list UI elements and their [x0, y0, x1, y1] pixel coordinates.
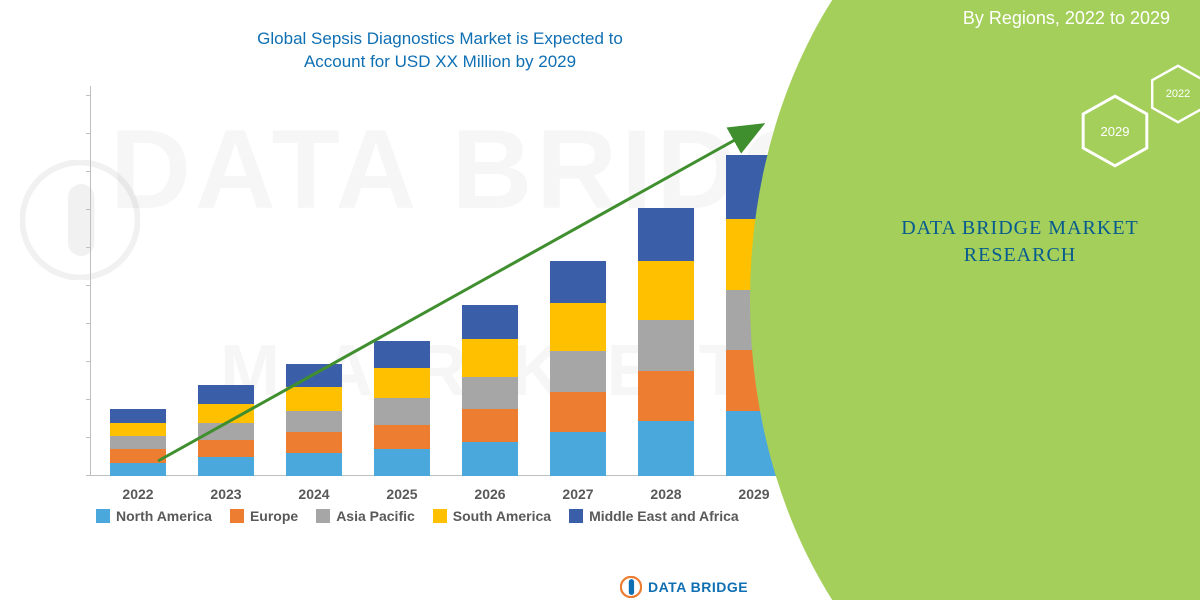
hexagon-2029: 2029 — [1078, 94, 1152, 168]
legend-item-south-america: South America — [433, 508, 551, 524]
legend-swatch-4 — [569, 509, 583, 523]
hexagon-2029-label: 2029 — [1101, 124, 1130, 139]
legend-label-1: Europe — [250, 508, 298, 524]
legend-item-mea: Middle East and Africa — [569, 508, 739, 524]
chart-plot-area: 20222023202420252026202720282029 — [90, 86, 810, 506]
legend-swatch-2 — [316, 509, 330, 523]
bottom-brand-icon — [620, 576, 642, 598]
legend-label-4: Middle East and Africa — [589, 508, 739, 524]
hexagon-2022: 2022 — [1148, 64, 1200, 124]
chart-title-line2: Account for USD XX Million by 2029 — [304, 52, 576, 71]
bottom-brand-logo: DATA BRIDGE — [620, 576, 748, 598]
right-panel: By Regions, 2022 to 2029 2029 2022 DATA … — [850, 0, 1200, 600]
legend-label-0: North America — [116, 508, 212, 524]
brand-text: DATA BRIDGE MARKET RESEARCH — [900, 215, 1140, 269]
legend-swatch-1 — [230, 509, 244, 523]
legend-label-2: Asia Pacific — [336, 508, 415, 524]
chart-title: Global Sepsis Diagnostics Market is Expe… — [120, 28, 760, 74]
legend-swatch-3 — [433, 509, 447, 523]
legend-item-asia-pacific: Asia Pacific — [316, 508, 415, 524]
legend-label-3: South America — [453, 508, 551, 524]
bottom-brand-text: DATA BRIDGE — [648, 579, 748, 595]
legend-item-north-america: North America — [96, 508, 212, 524]
right-panel-subtitle: By Regions, 2022 to 2029 — [963, 8, 1170, 29]
legend-swatch-0 — [96, 509, 110, 523]
trend-arrow — [90, 86, 810, 506]
hexagon-2022-label: 2022 — [1166, 88, 1190, 100]
chart-title-line1: Global Sepsis Diagnostics Market is Expe… — [257, 29, 623, 48]
legend-item-europe: Europe — [230, 508, 298, 524]
chart-container: Global Sepsis Diagnostics Market is Expe… — [40, 20, 840, 580]
chart-legend: North America Europe Asia Pacific South … — [96, 508, 836, 524]
